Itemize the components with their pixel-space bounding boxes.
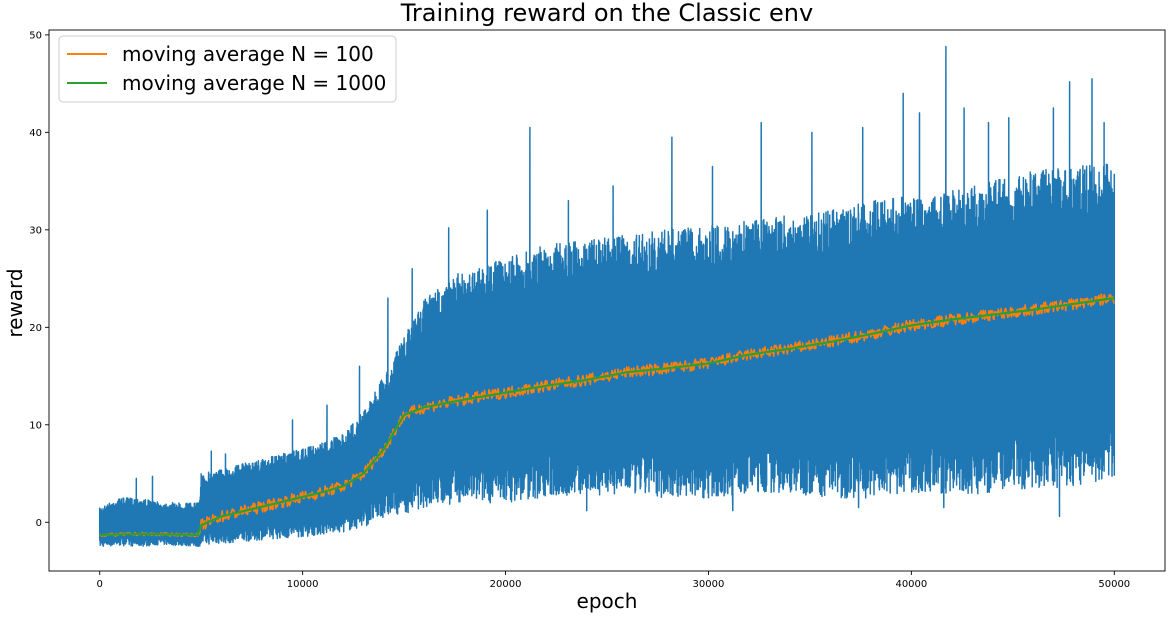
y-axis-label: reward (3, 268, 27, 337)
plot-area (98, 45, 1116, 548)
x-tick-label: 10000 (287, 579, 319, 590)
legend-label-ma100: moving average N = 100 (122, 42, 374, 66)
legend-box (58, 35, 397, 103)
x-axis-ticks: 0 10000 20000 30000 40000 50000 (97, 571, 1130, 590)
series-raw-reward (98, 45, 1116, 548)
plot-frame (48, 29, 1166, 572)
x-tick-label: 0 (97, 579, 103, 590)
series-moving-average-1000 (99, 297, 1115, 536)
legend-label-ma1000: moving average N = 1000 (122, 71, 386, 95)
legend: moving average N = 100 moving average N … (58, 35, 397, 103)
chart-title: Training reward on the Classic env (400, 0, 813, 27)
y-tick-label: 50 (29, 30, 42, 41)
y-tick-label: 0 (36, 518, 42, 529)
x-tick-label: 50000 (1098, 579, 1130, 590)
series-moving-average-100 (99, 293, 1116, 538)
y-tick-label: 30 (29, 225, 42, 236)
y-tick-label: 40 (29, 128, 42, 139)
x-tick-label: 20000 (490, 579, 522, 590)
x-tick-label: 30000 (693, 579, 725, 590)
x-tick-label: 40000 (895, 579, 927, 590)
x-axis-label: epoch (577, 589, 638, 613)
y-axis-ticks: 0 10 20 30 40 50 (29, 30, 49, 529)
y-tick-label: 10 (29, 420, 42, 431)
y-tick-label: 20 (29, 323, 42, 334)
